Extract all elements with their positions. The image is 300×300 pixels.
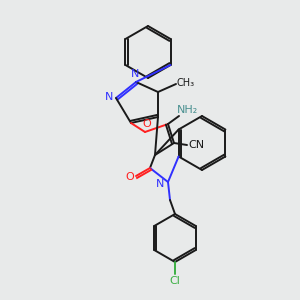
Text: O: O: [142, 119, 152, 129]
Text: Cl: Cl: [169, 276, 180, 286]
Text: N: N: [156, 179, 164, 189]
Text: N: N: [131, 69, 139, 79]
Text: O: O: [126, 172, 134, 182]
Text: NH₂: NH₂: [177, 105, 199, 115]
Text: CN: CN: [188, 140, 204, 150]
Text: N: N: [105, 92, 113, 102]
Text: CH₃: CH₃: [177, 78, 195, 88]
